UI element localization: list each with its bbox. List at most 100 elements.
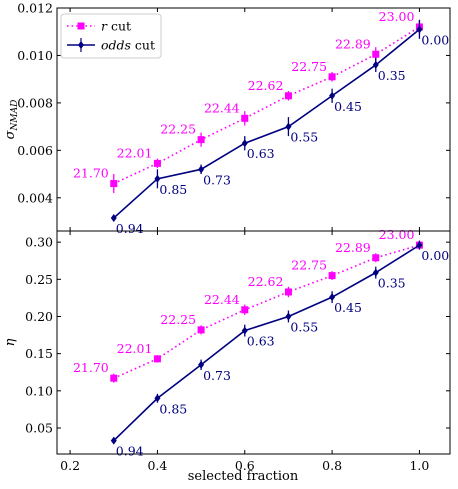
bottom-r-cut-data-label: 22.89 [335,240,371,255]
bottom-odds-cut-point [372,268,379,277]
bottom-y-tick-label: 0.25 [25,272,53,287]
top-odds-cut-data-label: 0.94 [116,221,144,236]
bottom-r-cut-line [113,244,420,379]
top-r-cut-point [284,92,292,100]
bottom-odds-cut-point [285,312,292,321]
legend-entry-r-cut: r cut [67,19,131,34]
top-panel-y-axis-subscript: NMAD [10,100,20,132]
x-tick-label: 0.2 [60,458,80,473]
top-odds-cut-data-label: 0.63 [247,146,275,161]
top-odds-cut-point [372,60,379,69]
top-y-tick-label: 0.012 [17,1,53,16]
bottom-panel-y-axis-label: η [3,338,18,346]
bottom-odds-cut-point [110,436,117,445]
bottom-r-cut-data-label: 22.01 [117,341,153,356]
bottom-odds-cut-data-label: 0.45 [334,300,362,315]
top-odds-cut-data-label: 0.35 [378,68,406,83]
bottom-odds-cut-data-label: 0.63 [247,334,275,349]
top-r-cut-point [328,73,336,81]
bottom-r-cut-data-label: 22.75 [291,258,327,273]
top-r-cut-data-label: 22.75 [291,59,327,74]
x-tick-label: 1.0 [409,458,429,473]
top-r-cut-data-label: 22.01 [117,145,153,160]
top-odds-cut-data-label: 0.85 [159,182,187,197]
top-r-cut-point [110,180,118,188]
legend-box [60,13,162,59]
bottom-odds-cut-data-label: 0.73 [203,368,231,383]
legend: r cut odds cut [60,13,162,59]
bottom-panel-frame [56,230,451,455]
bottom-r-cut-point [241,306,249,314]
bottom-odds-cut-point [241,326,248,335]
bottom-r-cut-data-label: 22.25 [160,312,196,327]
bottom-r-cut-data-label: 22.44 [204,292,240,307]
legend-r-cut-marker [77,22,85,30]
top-r-cut-data-label: 21.70 [73,166,109,181]
top-panel-series: 21.70 22.01 22.25 22.44 22.62 22.75 22.89 23.00… [73,9,449,236]
bottom-odds-cut-point [329,293,336,302]
top-odds-cut-data-label: 0.00 [421,32,449,47]
top-r-cut-data-label: 22.44 [204,100,240,115]
bottom-odds-cut-data-label: 0.85 [159,401,187,416]
x-axis-label: selected fraction [188,469,299,484]
top-odds-cut-point [285,122,292,131]
bottom-panel-y-axis-symbol: η [3,338,18,346]
top-y-tick-label: 0.010 [17,48,53,63]
bottom-y-tick-label: 0.20 [25,309,53,324]
bottom-odds-cut-point [416,241,423,250]
top-odds-cut-point [241,139,248,148]
bottom-odds-cut-line [113,244,420,442]
legend-r-cut-rest: cut [107,19,131,34]
top-odds-cut-data-label: 0.73 [203,172,231,187]
top-panel-ticks: 0.004 0.006 0.008 0.010 0.012 [17,1,450,231]
legend-entry-odds-cut: odds cut [67,38,155,53]
top-panel: 21.70 22.01 22.25 22.44 22.62 22.75 22.89 23.00… [3,1,451,236]
top-r-cut-data-label: 23.00 [379,9,415,24]
bottom-odds-cut-data-label: 0.55 [290,319,318,334]
x-tick-label: 0.4 [147,458,167,473]
top-odds-cut-point [329,91,336,100]
legend-odds-cut-var: odds [101,38,131,53]
bottom-r-cut-point [328,272,336,280]
bottom-panel: 21.70 22.01 22.25 22.44 22.62 22.75 22.89 23.00… [3,227,451,473]
top-odds-cut-line [113,28,420,219]
bottom-r-cut-point [372,254,380,262]
legend-odds-cut-label: odds cut [101,38,155,53]
top-r-cut-point [372,50,380,58]
bottom-odds-cut-data-label: 0.35 [378,276,406,291]
bottom-r-cut-point [197,326,205,334]
top-odds-cut-data-label: 0.55 [290,130,318,145]
bottom-odds-cut-data-label: 0.00 [421,248,449,263]
top-panel-y-axis-symbol: σ [3,129,18,139]
top-panel-y-axis-label: σNMAD [3,100,20,140]
top-odds-cut-point [110,213,117,222]
bottom-y-tick-label: 0.30 [25,235,53,250]
bottom-y-tick-label: 0.15 [25,346,53,361]
top-y-tick-label: 0.008 [17,95,53,110]
legend-r-cut-label: r cut [101,19,131,34]
top-r-cut-data-label: 22.25 [160,122,196,137]
x-tick-label: 0.6 [235,458,255,473]
top-y-tick-label: 0.004 [17,190,53,205]
legend-odds-cut-rest: cut [131,38,155,53]
bottom-r-cut-data-label: 21.70 [73,360,109,375]
top-odds-cut-point [416,25,423,34]
bottom-odds-cut-data-label: 0.94 [116,444,144,459]
top-r-cut-point [153,159,161,167]
top-r-cut-data-label: 22.62 [248,78,284,93]
top-r-cut-line [113,26,420,185]
top-r-cut-point [241,114,249,122]
bottom-y-tick-label: 0.05 [25,420,53,435]
bottom-r-cut-data-label: 23.00 [379,227,415,242]
bottom-r-cut-data-label: 22.62 [248,274,284,289]
bottom-panel-ticks: 0.2 0.4 0.6 0.8 1.0 0.05 0.10 0.15 0.20 0.25 0.30 [25,231,450,473]
top-r-cut-point [197,136,205,144]
x-tick-label: 0.8 [322,458,342,473]
top-r-cut-data-label: 22.89 [335,36,371,51]
top-y-tick-label: 0.006 [17,143,53,158]
bottom-r-cut-point [110,374,118,382]
bottom-r-cut-point [153,355,161,363]
bottom-r-cut-point [284,288,292,296]
